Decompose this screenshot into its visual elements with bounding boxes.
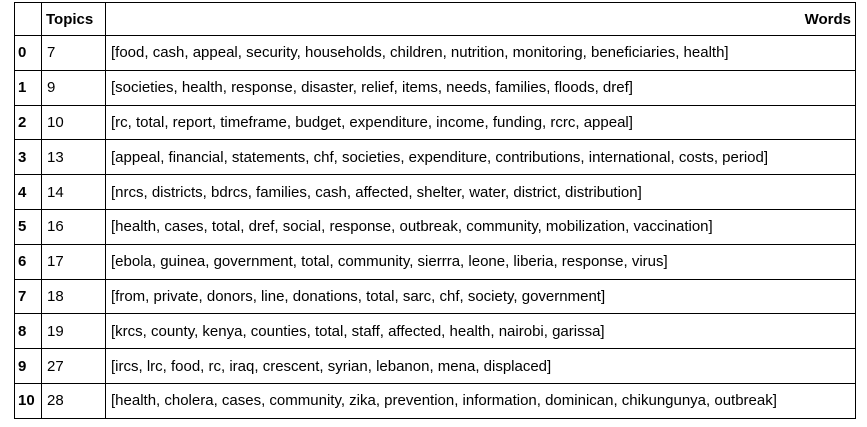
row-index: 4 — [14, 174, 42, 210]
topic-cell: 10 — [41, 104, 106, 141]
row-index: 1 — [14, 69, 42, 106]
table-row: 7 18 [from, private, donors, line, donatio… — [14, 278, 856, 315]
words-column-header: Words — [105, 2, 856, 36]
words-cell: [food, cash, appeal, security, household… — [105, 35, 856, 71]
table-row: 0 7 [food, cash, appeal, security, househo… — [14, 35, 856, 71]
table-row: 2 10 [rc, total, report, timeframe, budget… — [14, 104, 856, 141]
table-row: 6 17 [ebola, guinea, government, total, co… — [14, 243, 856, 280]
words-cell: [appeal, financial, statements, chf, soc… — [105, 139, 856, 176]
words-cell: [ebola, guinea, government, total, commu… — [105, 243, 856, 280]
topics-column-header: Topics — [41, 2, 106, 36]
topic-cell: 18 — [41, 278, 106, 315]
table-row: 3 13 [appeal, financial, statements, chf, … — [14, 139, 856, 176]
table-body: 0 7 [food, cash, appeal, security, househo… — [14, 35, 856, 419]
table-row: 5 16 [health, cases, total, dref, social, … — [14, 208, 856, 245]
topic-cell: 7 — [41, 35, 106, 71]
words-cell: [nrcs, districts, bdrcs, families, cash,… — [105, 174, 856, 210]
row-index: 2 — [14, 104, 42, 141]
topic-cell: 19 — [41, 313, 106, 350]
row-index: 3 — [14, 139, 42, 176]
words-cell: [health, cholera, cases, community, zika… — [105, 382, 856, 419]
row-index: 5 — [14, 208, 42, 245]
words-cell: [from, private, donors, line, donations,… — [105, 278, 856, 315]
topic-cell: 16 — [41, 208, 106, 245]
words-cell: [krcs, county, kenya, counties, total, s… — [105, 313, 856, 350]
table-row: 8 19 [krcs, county, kenya, counties, total… — [14, 313, 856, 350]
row-index: 8 — [14, 313, 42, 350]
topics-table: Topics Words 0 7 [food, cash, appeal, secu… — [14, 2, 856, 419]
row-index: 10 — [14, 382, 42, 419]
topic-cell: 17 — [41, 243, 106, 280]
topic-cell: 27 — [41, 348, 106, 384]
table-row: 1 9 [societies, health, response, disaster… — [14, 69, 856, 106]
row-index: 7 — [14, 278, 42, 315]
words-cell: [health, cases, total, dref, social, res… — [105, 208, 856, 245]
topic-cell: 28 — [41, 382, 106, 419]
row-index: 6 — [14, 243, 42, 280]
topic-cell: 13 — [41, 139, 106, 176]
topic-cell: 9 — [41, 69, 106, 106]
words-cell: [rc, total, report, timeframe, budget, e… — [105, 104, 856, 141]
table-row: 10 28 [health, cholera, cases, community, … — [14, 382, 856, 419]
table-row: 9 27 [ircs, lrc, food, rc, iraq, crescent,… — [14, 348, 856, 384]
table-row: 4 14 [nrcs, districts, bdrcs, families, ca… — [14, 174, 856, 210]
topic-cell: 14 — [41, 174, 106, 210]
row-index: 9 — [14, 348, 42, 384]
row-index: 0 — [14, 35, 42, 71]
index-column-header — [14, 2, 42, 36]
header-row: Topics Words — [14, 2, 856, 36]
words-cell: [societies, health, response, disaster, … — [105, 69, 856, 106]
words-cell: [ircs, lrc, food, rc, iraq, crescent, sy… — [105, 348, 856, 384]
